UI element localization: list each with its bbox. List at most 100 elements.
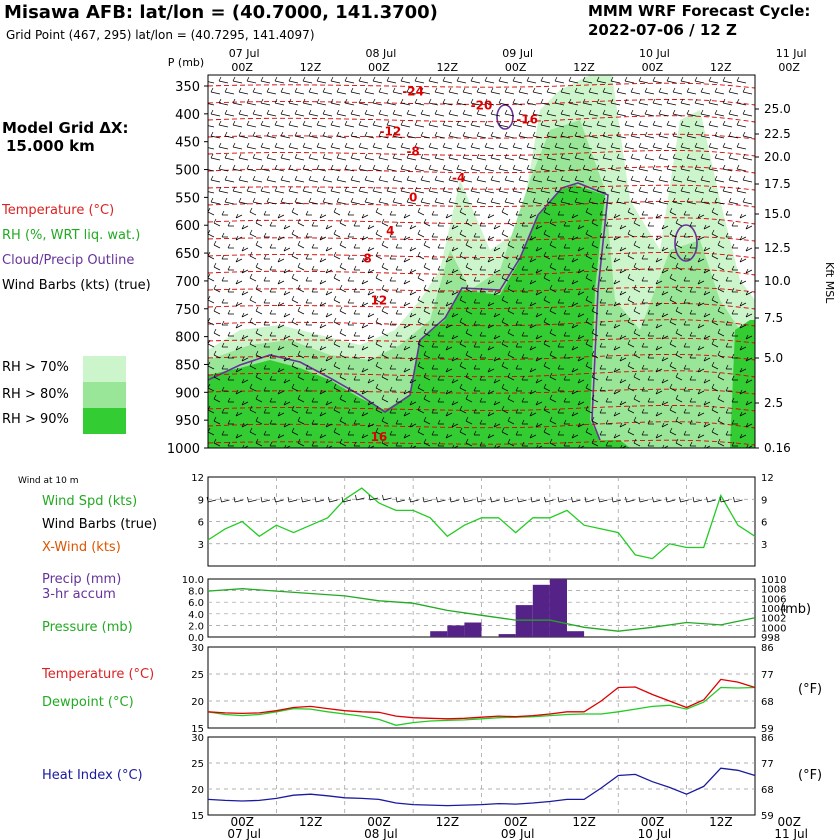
wind-barb (333, 251, 341, 260)
wind-barb (686, 87, 697, 95)
wind-barb (445, 389, 453, 395)
wind-barb (305, 408, 312, 414)
wind-barb (680, 142, 691, 150)
wind-barb (543, 317, 551, 326)
wind-barb (616, 109, 627, 117)
wind-barb (588, 131, 599, 139)
wind-barb (361, 213, 369, 219)
wind-barb (714, 197, 725, 205)
wind-barb (218, 142, 229, 150)
wind-barb (395, 287, 402, 293)
wind-barb (386, 120, 397, 128)
wind-barb (549, 328, 557, 337)
wind-barb (577, 422, 585, 428)
wind-barb (302, 186, 313, 194)
wind-barb (540, 186, 551, 194)
wind-barb (675, 284, 683, 293)
wind-barb (434, 131, 445, 139)
wind-barb (431, 408, 438, 414)
wind-barb (658, 175, 669, 183)
wind-barb (428, 186, 439, 194)
wind-barb (263, 386, 270, 392)
wind-barb (470, 76, 481, 84)
wind-barb (487, 433, 495, 439)
precip-left-ytick: 8.0 (188, 587, 204, 598)
wind-barb (588, 175, 599, 183)
wind-barb (367, 268, 375, 274)
wind-barb (445, 257, 453, 263)
wind-barb (731, 375, 738, 381)
wind-barb (221, 254, 228, 260)
wind-barb (739, 345, 747, 351)
wind-barb (599, 232, 606, 238)
wind-barb (577, 246, 585, 252)
wind-barb (655, 235, 663, 241)
p-tick-label: 500 (175, 164, 200, 179)
lower-panels: 36912369120.02.04.06.08.010.099810001002… (182, 473, 787, 822)
wind-barb (666, 164, 677, 172)
wind-barb (498, 98, 509, 106)
wind-barb (526, 98, 537, 106)
wind-barb (568, 186, 579, 194)
wind-barb (647, 331, 654, 337)
wind-barb (487, 345, 495, 351)
wind-barb (311, 375, 318, 381)
wind-barb (549, 218, 557, 227)
wind-barb (616, 197, 627, 205)
wind-barb (465, 306, 473, 315)
wind-barb (224, 153, 235, 161)
wind-barb (563, 397, 570, 403)
wind-barb (406, 197, 417, 205)
wind-barb (409, 224, 417, 230)
wind-barb (680, 164, 691, 172)
wind-barb (476, 109, 487, 117)
wind-barb (389, 298, 396, 304)
wind-barb (731, 419, 738, 425)
surface-wind-barb (233, 496, 244, 503)
wind-barb (675, 328, 683, 337)
wind-barb (627, 251, 635, 260)
wind-barb (680, 76, 691, 84)
wind-barb (297, 438, 305, 447)
wind-barb (613, 389, 621, 395)
wind-barb (459, 361, 467, 370)
wind-barb (630, 197, 641, 205)
wind-barb (389, 276, 396, 282)
wind-barb (305, 232, 312, 238)
wind-barb (437, 375, 444, 381)
wind-barb (456, 142, 467, 150)
wind-barb (389, 430, 396, 436)
wind-barb (487, 279, 495, 285)
wind-barb (311, 221, 318, 227)
wind-barb (714, 153, 725, 161)
wind-barb (386, 164, 397, 172)
wind-barb (549, 372, 557, 381)
wind-barb (277, 213, 285, 219)
wind-barb (364, 197, 375, 205)
wind-barb (554, 120, 565, 128)
wind-barb (638, 98, 649, 106)
wind-barb (269, 287, 276, 293)
wind-barb (235, 279, 243, 285)
wind-barb (504, 109, 515, 117)
wind-barb (297, 218, 305, 227)
wind-barb (683, 386, 690, 392)
wind-barb (711, 339, 719, 348)
wind-barb (479, 375, 486, 381)
wind-barb (473, 210, 480, 216)
wind-barb (605, 309, 612, 315)
wind-barb (213, 372, 221, 381)
wind-barb (507, 394, 515, 403)
wind-barb (484, 120, 495, 128)
wind-barb (255, 218, 263, 227)
heat-right-ytick: 68 (761, 785, 774, 796)
wind-barb (725, 210, 732, 216)
wind-barb (638, 142, 649, 150)
cross-section-frame (207, 74, 756, 449)
wind-barb (297, 394, 305, 403)
wind-barb (451, 334, 459, 340)
wind-barb (252, 87, 263, 95)
wind-barb (638, 120, 649, 128)
wind-barb (515, 408, 522, 414)
wind-barb (507, 262, 515, 271)
